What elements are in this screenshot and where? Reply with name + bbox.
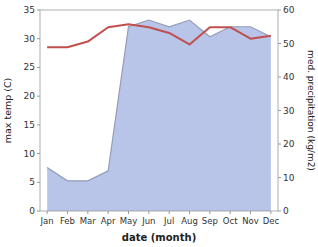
y-tick	[37, 38, 40, 39]
x-tick	[128, 211, 129, 214]
y2-axis-label: med. precipitation (kg/m2)	[306, 50, 316, 171]
y2-tick-label: 50	[283, 39, 295, 49]
y2-tick-label: 0	[283, 206, 289, 216]
x-tick	[108, 211, 109, 214]
x-tick-label: Apr	[101, 216, 116, 226]
y-tick-label: 35	[24, 5, 35, 15]
y-tick	[37, 96, 40, 97]
x-tick-label: Dec	[263, 216, 280, 226]
x-tick-label: Nov	[242, 216, 259, 226]
x-tick	[47, 211, 48, 214]
y-tick	[37, 10, 40, 11]
y2-tick	[278, 144, 281, 145]
y-tick-label: 25	[24, 62, 35, 72]
y2-tick-label: 30	[283, 106, 295, 116]
y-tick	[37, 182, 40, 183]
x-tick-label: Jul	[163, 216, 174, 226]
y-tick	[37, 124, 40, 125]
x-axis-label: date (month)	[122, 232, 196, 243]
x-tick	[87, 211, 88, 214]
y-tick	[37, 211, 40, 212]
x-tick-label: Jun	[141, 216, 155, 226]
y-tick	[37, 153, 40, 154]
precipitation-line	[47, 20, 271, 181]
plot-frame	[40, 10, 278, 211]
x-tick	[148, 211, 149, 214]
precipitation-area	[47, 20, 271, 211]
x-tick	[230, 211, 231, 214]
y2-tick-label: 60	[283, 5, 295, 15]
y2-tick-label: 10	[283, 173, 295, 183]
x-tick-label: Mar	[80, 216, 97, 226]
x-tick-label: Feb	[60, 216, 75, 226]
temperature-line	[47, 24, 271, 47]
chart-container: 0 5 10 15 20 25 30 35 0 10 20 30 40 50 60 Jan Feb Mar Apr M…	[0, 0, 318, 247]
x-tick	[209, 211, 210, 214]
y-tick	[37, 67, 40, 68]
y-axis-label: max temp (C)	[2, 78, 13, 144]
x-tick	[250, 211, 251, 214]
y2-tick	[278, 110, 281, 111]
x-tick	[270, 211, 271, 214]
y2-tick	[278, 10, 281, 11]
chart: 0 5 10 15 20 25 30 35 0 10 20 30 40 50 60 Jan Feb Mar Apr M…	[0, 0, 318, 247]
y2-tick	[278, 177, 281, 178]
x-tick	[169, 211, 170, 214]
x-tick-label: Sep	[202, 216, 218, 226]
y-tick-label: 5	[29, 177, 35, 187]
x-tick	[189, 211, 190, 214]
x-tick-label: Jan	[40, 216, 54, 226]
x-tick	[67, 211, 68, 214]
y2-tick	[278, 211, 281, 212]
y-tick-label: 20	[24, 91, 36, 101]
y2-tick-label: 20	[283, 139, 295, 149]
y-tick-label: 15	[24, 120, 35, 130]
y2-tick	[278, 43, 281, 44]
x-tick-label: May	[120, 216, 138, 226]
y-tick-label: 0	[29, 206, 35, 216]
y2-tick	[278, 77, 281, 78]
y-tick-label: 30	[24, 34, 36, 44]
plot-area	[47, 20, 271, 211]
y-tick-label: 10	[24, 149, 36, 159]
y2-tick-label: 40	[283, 72, 295, 82]
x-tick-label: Aug	[181, 216, 198, 226]
x-tick-label: Oct	[223, 216, 238, 226]
